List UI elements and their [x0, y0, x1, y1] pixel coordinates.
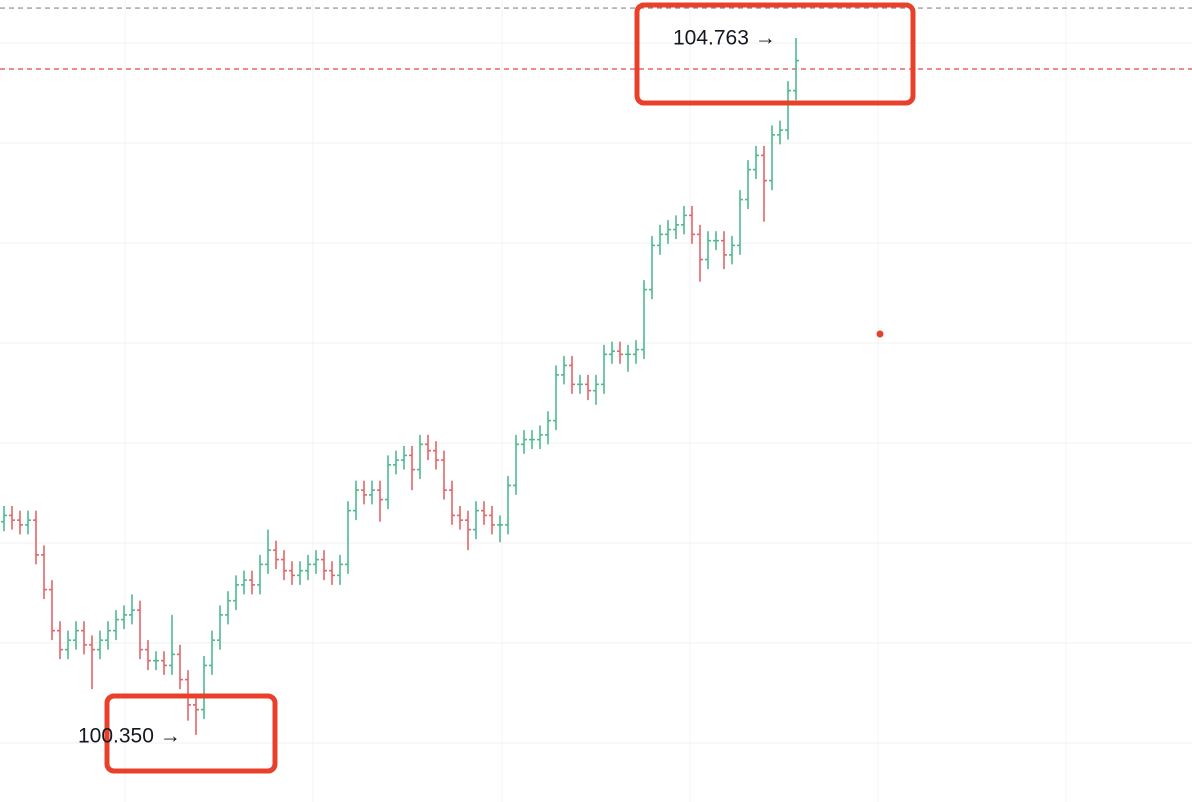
vertical-grid — [124, 0, 1067, 802]
highlight-box — [104, 693, 278, 774]
high-label: 104.763 → — [673, 27, 776, 50]
plot — [0, 7, 1192, 744]
low-label: 100.350 → — [78, 725, 181, 748]
marker-dot — [876, 330, 884, 338]
highlight-box — [634, 2, 916, 106]
